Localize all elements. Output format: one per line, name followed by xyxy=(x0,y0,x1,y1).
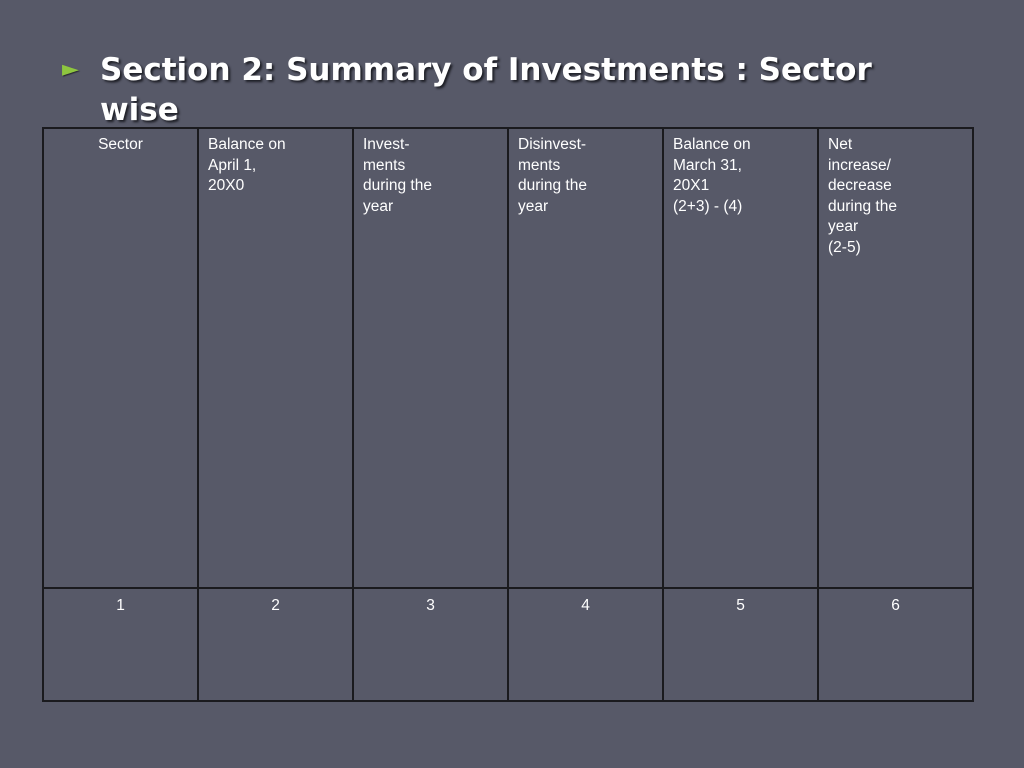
header-line: Invest- xyxy=(363,136,410,153)
slide-title: ► Section 2: Summary of Investments : Se… xyxy=(62,50,962,130)
column-number-row: 1 2 3 4 5 6 xyxy=(42,587,974,702)
header-line: April 1, xyxy=(208,156,257,174)
header-line: (2-5) xyxy=(828,238,861,256)
header-line: 20X0 xyxy=(208,177,245,194)
header-disinvestments: Disinvest- ments during the year xyxy=(507,127,664,589)
header-line: Sector xyxy=(98,136,143,153)
header-line: year xyxy=(363,197,394,215)
header-line: ments xyxy=(363,156,406,174)
header-line: during the xyxy=(828,197,897,215)
column-number-cell: 5 xyxy=(662,587,819,702)
header-line: increase/ xyxy=(828,156,891,174)
header-balance-april: Balance on April 1, 20X0 xyxy=(197,127,354,589)
header-line: March 31, xyxy=(673,156,742,174)
header-line: Net xyxy=(828,136,853,153)
slide-title-text: Section 2: Summary of Investments : Sect… xyxy=(100,52,872,128)
column-number-cell: 3 xyxy=(352,587,509,702)
column-number-cell: 1 xyxy=(42,587,199,702)
header-line: during the xyxy=(518,177,587,194)
header-row: Sector Balance on April 1, 20X0 Invest- … xyxy=(42,127,974,589)
header-line: ments xyxy=(518,156,561,174)
header-line: decrease xyxy=(828,177,892,194)
header-line: year xyxy=(828,218,859,235)
header-balance-march: Balance on March 31, 20X1 (2+3) - (4) xyxy=(662,127,819,589)
header-line: Balance on xyxy=(208,136,286,153)
header-line: Disinvest- xyxy=(518,136,587,153)
header-line: (2+3) - (4) xyxy=(673,197,743,215)
column-number-cell: 2 xyxy=(197,587,354,702)
bullet-arrow-icon: ► xyxy=(62,57,79,82)
header-net-change: Net increase/ decrease during the year (… xyxy=(817,127,974,589)
summary-table: Sector Balance on April 1, 20X0 Invest- … xyxy=(42,127,974,702)
header-investments: Invest- ments during the year xyxy=(352,127,509,589)
column-number-cell: 4 xyxy=(507,587,664,702)
header-line: Balance on xyxy=(673,136,751,153)
header-line: 20X1 xyxy=(673,177,710,194)
header-line: during the xyxy=(363,177,432,194)
header-line: year xyxy=(518,197,549,215)
header-sector: Sector xyxy=(42,127,199,589)
column-number-cell: 6 xyxy=(817,587,974,702)
